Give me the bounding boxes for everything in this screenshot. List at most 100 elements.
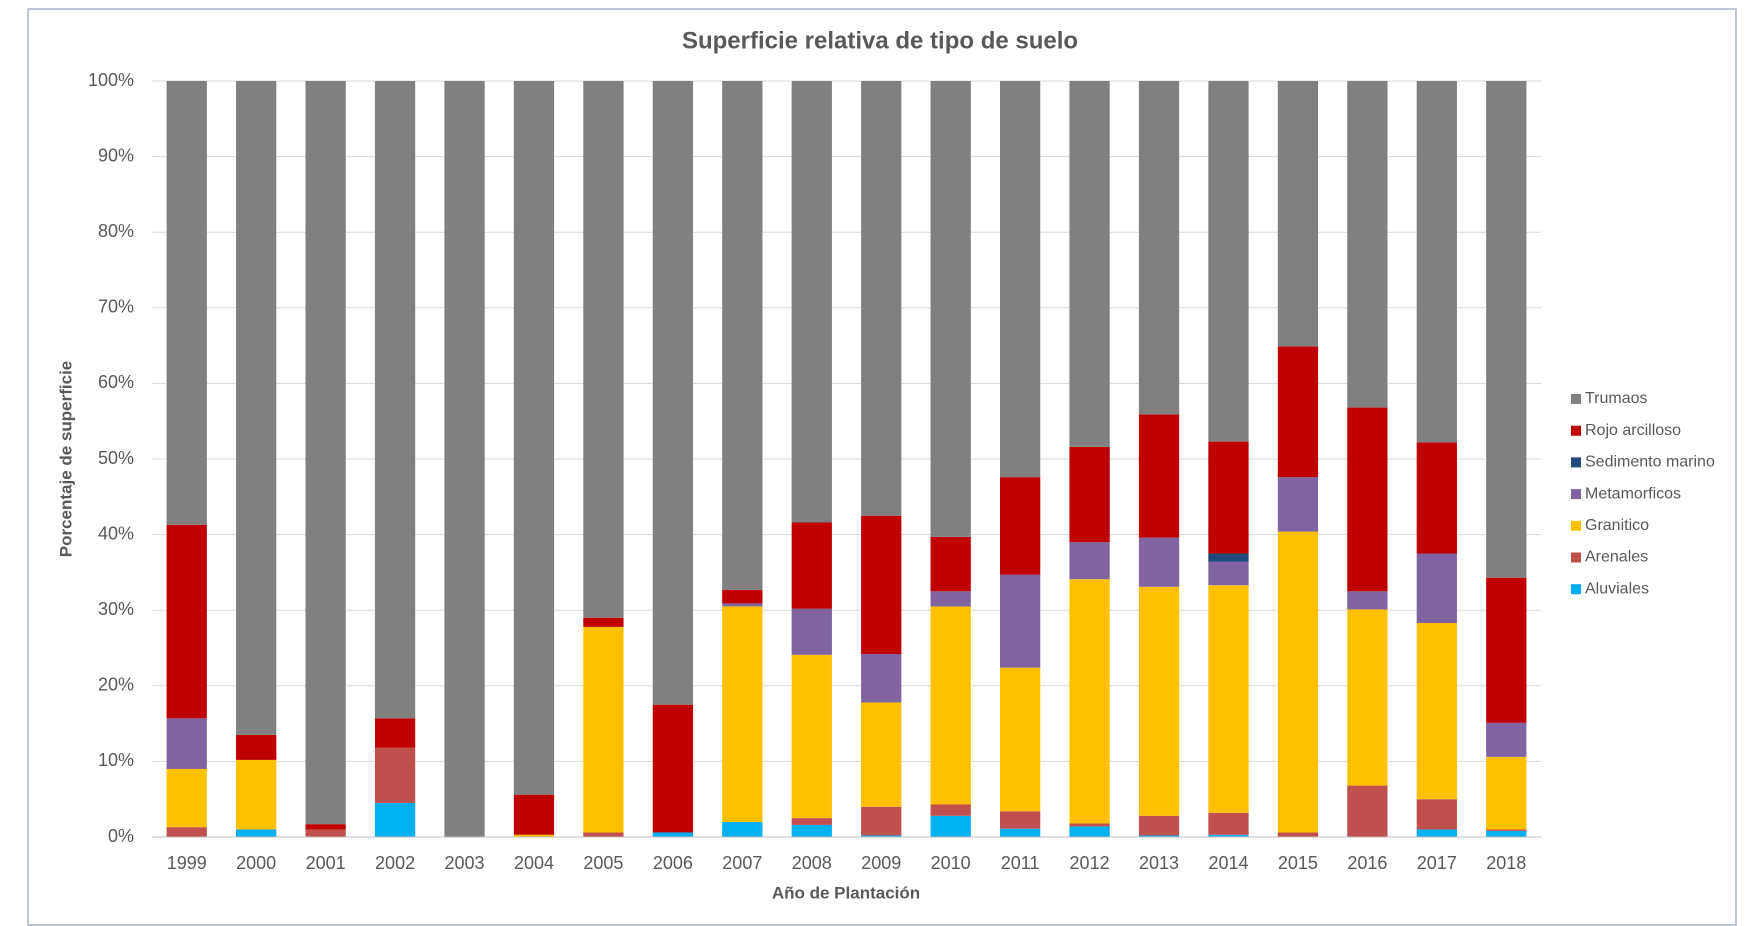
x-tick-label: 2012 bbox=[1070, 853, 1110, 873]
y-tick-label: 40% bbox=[98, 523, 134, 543]
bar-segment bbox=[1416, 799, 1457, 830]
bar-segment bbox=[236, 81, 277, 735]
bar-segment bbox=[166, 81, 207, 525]
legend-swatch bbox=[1571, 457, 1581, 468]
legend-label: Rojo arcilloso bbox=[1585, 422, 1681, 439]
bar-segment bbox=[1347, 591, 1388, 610]
x-tick-label: 2002 bbox=[375, 853, 415, 873]
legend-swatch bbox=[1571, 394, 1581, 404]
legend-swatch bbox=[1571, 425, 1581, 436]
bar-segment bbox=[1138, 81, 1180, 415]
x-tick-label: 2010 bbox=[931, 853, 971, 873]
bar-segment bbox=[1069, 579, 1110, 824]
y-tick-label: 20% bbox=[98, 675, 134, 695]
bar-segment bbox=[722, 821, 763, 837]
bar-segment bbox=[861, 806, 902, 836]
x-tick-label: 2015 bbox=[1278, 853, 1318, 873]
bar-segment bbox=[513, 834, 555, 837]
bar-segment bbox=[652, 81, 694, 705]
legend-label: Aluviales bbox=[1585, 580, 1649, 597]
y-tick-label: 10% bbox=[98, 750, 134, 770]
bar-segment bbox=[1208, 585, 1249, 813]
bar-segment bbox=[374, 747, 416, 803]
bar-segment bbox=[861, 515, 902, 655]
bar-segment bbox=[583, 832, 624, 837]
bar-segment bbox=[1069, 826, 1110, 837]
bar-segment bbox=[1069, 81, 1110, 447]
bar-segment bbox=[930, 81, 971, 537]
legend-swatch bbox=[1571, 584, 1581, 595]
bar-segment bbox=[652, 832, 694, 837]
bar-segment bbox=[1416, 829, 1457, 837]
y-tick-label: 70% bbox=[98, 297, 134, 317]
x-tick-label: 2011 bbox=[1001, 853, 1040, 873]
bar-segment bbox=[999, 477, 1041, 575]
bar-segment bbox=[861, 81, 902, 516]
bar-segment bbox=[1347, 785, 1388, 837]
legend-label: Trumaos bbox=[1585, 390, 1648, 407]
bar-segment bbox=[1486, 830, 1527, 837]
x-axis-title: Año de Plantación bbox=[772, 883, 920, 902]
bar-segment bbox=[791, 608, 832, 655]
x-tick-label: 2003 bbox=[445, 853, 485, 873]
y-tick-label: 50% bbox=[98, 448, 134, 468]
bar-segment bbox=[861, 835, 902, 837]
bar-segment bbox=[722, 589, 763, 604]
bar-segment bbox=[1208, 81, 1249, 442]
bar-segment bbox=[999, 574, 1041, 668]
bar-segment bbox=[1208, 834, 1249, 837]
bar-segment bbox=[1069, 446, 1110, 543]
bar-segment bbox=[791, 654, 832, 819]
x-tick-label: 2013 bbox=[1139, 853, 1179, 873]
bar-segment bbox=[1486, 829, 1527, 831]
bar-segment bbox=[930, 804, 971, 816]
bar-segment bbox=[1347, 609, 1388, 786]
bar-segment bbox=[1486, 722, 1527, 757]
y-tick-label: 80% bbox=[98, 221, 134, 241]
bar-segment bbox=[374, 718, 416, 748]
bar-segment bbox=[1486, 81, 1527, 578]
bar-segment bbox=[1277, 531, 1319, 833]
bar-segment bbox=[305, 829, 346, 837]
x-tick-label: 2001 bbox=[306, 853, 346, 873]
bar-segment bbox=[1069, 823, 1110, 827]
bar-segment bbox=[374, 81, 416, 719]
y-tick-label: 60% bbox=[98, 372, 134, 392]
bar-segment bbox=[930, 815, 971, 837]
bar-segment bbox=[1208, 441, 1249, 554]
bar-segment bbox=[1138, 414, 1180, 538]
legend-label: Granitico bbox=[1585, 517, 1649, 534]
y-tick-label: 90% bbox=[98, 145, 134, 165]
bar-segment bbox=[1416, 553, 1457, 624]
bar-segment bbox=[1208, 553, 1249, 562]
bar-segment bbox=[583, 617, 624, 627]
bar-segment bbox=[791, 81, 832, 523]
bar-segment bbox=[513, 81, 555, 795]
bar-segment bbox=[1138, 835, 1180, 837]
legend-label: Sedimento marino bbox=[1585, 454, 1715, 471]
bar-segment bbox=[999, 811, 1041, 829]
bar-segment bbox=[1138, 815, 1180, 836]
y-tick-label: 0% bbox=[108, 826, 134, 846]
bar-segment bbox=[1138, 586, 1180, 816]
bar-segment bbox=[722, 606, 763, 822]
y-tick-label: 100% bbox=[88, 70, 134, 90]
legend-swatch bbox=[1571, 520, 1581, 531]
x-tick-label: 2004 bbox=[514, 853, 554, 873]
x-tick-label: 2005 bbox=[583, 853, 623, 873]
legend-swatch bbox=[1571, 552, 1581, 563]
bar-segment bbox=[722, 603, 763, 607]
bar-segment bbox=[1416, 442, 1457, 554]
bar-segment bbox=[1277, 477, 1319, 532]
y-tick-label: 30% bbox=[98, 599, 134, 619]
x-tick-label: 2018 bbox=[1486, 853, 1526, 873]
bar-segment bbox=[236, 734, 277, 760]
bar-segment bbox=[1277, 81, 1319, 347]
bar-segment bbox=[1486, 577, 1527, 723]
bar-segment bbox=[1069, 542, 1110, 580]
x-tick-label: 2016 bbox=[1347, 853, 1387, 873]
bar-segment bbox=[1138, 537, 1180, 587]
bar-segment bbox=[791, 818, 832, 825]
bar-segment bbox=[930, 536, 971, 592]
x-tick-label: 2008 bbox=[792, 853, 832, 873]
